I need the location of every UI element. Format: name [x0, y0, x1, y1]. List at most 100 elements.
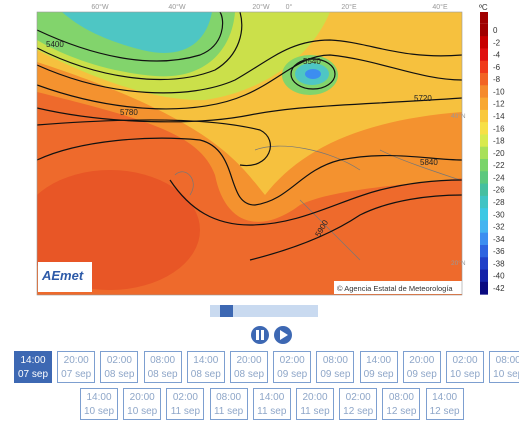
- legend-label: -10: [493, 87, 505, 96]
- time-time: 20:00: [409, 355, 435, 366]
- legend-swatch: [480, 208, 488, 221]
- legend-swatch: [480, 171, 488, 185]
- legend-swatch: [480, 281, 488, 295]
- legend-label: -12: [493, 100, 505, 109]
- lat-label: 40°N: [451, 112, 466, 120]
- legend-swatch: [480, 60, 488, 74]
- time-button[interactable]: 14:00 10 sep: [80, 388, 118, 420]
- legend-label: -8: [493, 75, 501, 84]
- legend-label: -40: [493, 272, 505, 281]
- time-time: 02:00: [452, 355, 478, 366]
- time-time: 14:00: [366, 355, 392, 366]
- time-date: 09 sep: [320, 369, 351, 380]
- legend-swatch: [480, 85, 488, 99]
- time-date: 10 sep: [127, 406, 158, 417]
- lat-label: 20°N: [451, 259, 466, 267]
- legend-swatch: [480, 269, 488, 283]
- time-button[interactable]: 08:00 12 sep: [382, 388, 421, 420]
- legend-swatch: [480, 257, 488, 271]
- time-time: 08:00: [388, 392, 414, 403]
- pause-button[interactable]: [251, 326, 269, 344]
- time-date: 10 sep: [493, 369, 519, 380]
- time-date: 11 sep: [170, 406, 201, 417]
- time-time: 14:00: [432, 392, 458, 403]
- legend-swatch: [480, 195, 488, 209]
- time-button[interactable]: 14:00 11 sep: [252, 388, 291, 420]
- contour-label: 5780: [120, 108, 138, 117]
- map-view: AEmet © Agencia Estatal de Meteorología …: [36, 3, 505, 344]
- legend-swatch: [480, 183, 488, 197]
- time-time: 08:00: [216, 392, 242, 403]
- time-time: 14:00: [193, 355, 219, 366]
- time-date: 10 sep: [83, 406, 115, 417]
- legend-swatch: [480, 73, 488, 86]
- legend-swatch: [480, 97, 488, 111]
- credit: © Agencia Estatal de Meteorología: [337, 284, 453, 293]
- lon-label: 40°E: [432, 3, 448, 11]
- lon-label: 60°W: [91, 3, 109, 11]
- legend-label: -14: [493, 112, 505, 121]
- play-button[interactable]: [274, 326, 292, 344]
- time-time: 08:00: [322, 355, 348, 366]
- time-date: 08 sep: [233, 369, 265, 380]
- time-time: 20:00: [129, 392, 155, 403]
- legend-top: [480, 12, 488, 24]
- time-button[interactable]: 20:00 07 sep: [57, 351, 96, 383]
- time-time: 14:00: [86, 392, 112, 403]
- legend: 0 -2 -4 -6 -8 -10 -12 -14 -16 -18 -20 -22 -24 -26 -28 -…: [480, 12, 505, 295]
- legend-swatch: [480, 134, 488, 148]
- time-button[interactable]: 14:00 09 sep: [359, 351, 398, 383]
- legend-swatch: [480, 36, 488, 49]
- time-button[interactable]: 20:00 09 sep: [402, 351, 441, 383]
- legend-label: -30: [493, 210, 505, 219]
- time-button[interactable]: 08:00 09 sep: [316, 351, 355, 383]
- legend-label: -18: [493, 137, 505, 146]
- time-time: 02:00: [279, 355, 305, 366]
- time-date: 09 sep: [406, 369, 437, 380]
- time-button[interactable]: 20:00 08 sep: [230, 351, 268, 383]
- legend-swatch: [480, 146, 488, 160]
- time-date: 08 sep: [190, 369, 221, 380]
- time-date: 09 sep: [363, 369, 394, 380]
- contour-label: 5720: [414, 94, 432, 103]
- time-button[interactable]: 02:00 11 sep: [166, 388, 205, 420]
- lon-label: 20°E: [341, 3, 357, 11]
- time-button[interactable]: 02:00 09 sep: [273, 351, 312, 383]
- legend-label: -2: [493, 38, 501, 47]
- legend-label: -28: [493, 198, 505, 207]
- legend-label: -20: [493, 149, 505, 158]
- time-time: 02:00: [106, 355, 132, 366]
- logo: AEmet: [41, 268, 84, 283]
- time-button[interactable]: 02:00 12 sep: [339, 388, 378, 420]
- time-button[interactable]: 02:00 08 sep: [100, 351, 139, 383]
- legend-label: -26: [493, 186, 505, 195]
- time-date: 09 sep: [277, 369, 308, 380]
- legend-swatch: [480, 48, 488, 62]
- legend-unit: ºC: [479, 3, 488, 12]
- legend-label: -6: [493, 63, 501, 72]
- time-button[interactable]: 08:00 10 sep: [489, 351, 519, 383]
- legend-label: -16: [493, 124, 505, 133]
- time-button[interactable]: 20:00 11 sep: [296, 388, 334, 420]
- legend-label: -38: [493, 259, 505, 268]
- time-button[interactable]: 20:00 10 sep: [123, 388, 162, 420]
- time-button[interactable]: 14:00 07 sep: [14, 351, 52, 383]
- slider-track[interactable]: [210, 305, 318, 317]
- time-button[interactable]: 08:00 08 sep: [143, 351, 182, 383]
- legend-swatch: [480, 232, 488, 246]
- legend-label: -36: [493, 247, 505, 256]
- legend-label: -22: [493, 161, 505, 170]
- time-button[interactable]: 08:00 11 sep: [209, 388, 248, 420]
- time-date: 07 sep: [61, 369, 92, 380]
- time-button[interactable]: 02:00 10 sep: [446, 351, 484, 383]
- legend-swatch: [480, 122, 488, 135]
- legend-swatch: [480, 245, 488, 258]
- time-date: 10 sep: [449, 369, 481, 380]
- time-date: 08 sep: [147, 369, 178, 380]
- lon-label: 0°: [286, 3, 293, 11]
- slider-thumb[interactable]: [220, 305, 233, 317]
- time-button[interactable]: 14:00 12 sep: [425, 388, 464, 420]
- time-time: 20:00: [302, 392, 328, 403]
- time-button[interactable]: 14:00 08 sep: [186, 351, 225, 383]
